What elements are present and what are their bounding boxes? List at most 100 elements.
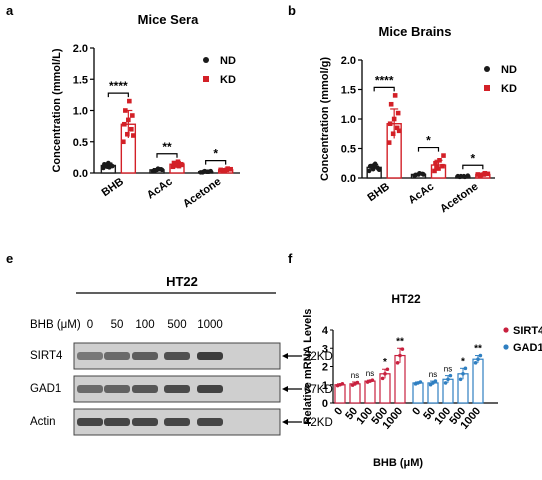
y-axis-label: Concentration (mmol/g) — [319, 57, 331, 181]
chart-title: HT22 — [391, 292, 421, 306]
significance-label: ns — [444, 365, 452, 374]
data-point-kd — [218, 167, 223, 173]
data-point — [385, 367, 390, 372]
y-tick-label: 2.0 — [341, 55, 356, 67]
data-point-kd — [222, 168, 227, 173]
data-point-kd — [437, 158, 442, 163]
size-arrowhead — [282, 353, 288, 359]
bar-sirt4-100 — [364, 380, 376, 404]
significance-label: ** — [474, 344, 482, 355]
bar-gad1-1000 — [472, 358, 484, 404]
x-tick-label: AcAc — [145, 176, 175, 202]
y-tick-label: 0.0 — [341, 173, 356, 185]
blot-band — [164, 418, 190, 426]
data-point-nd — [455, 173, 461, 179]
data-point-kd — [387, 121, 393, 127]
data-point — [355, 380, 360, 385]
legend-label: KD — [220, 74, 236, 86]
significance-label: **** — [375, 73, 394, 87]
data-point-nd — [421, 172, 426, 177]
significance-label: ns — [429, 370, 437, 379]
bar-sirt4-50 — [349, 383, 361, 404]
data-point-nd — [413, 172, 418, 178]
data-point-kd — [395, 110, 401, 116]
significance-label: * — [470, 151, 475, 165]
data-point-kd — [432, 168, 437, 174]
data-point-kd — [225, 166, 230, 171]
data-point-kd — [390, 131, 396, 137]
data-point-kd — [130, 113, 135, 118]
blot-band — [104, 418, 130, 426]
y-axis-label: Concentration (mmol/L) — [51, 48, 63, 172]
legend-label: GAD1 — [513, 342, 542, 354]
legend-marker-kd — [484, 85, 490, 91]
y-tick-label: 1 — [322, 380, 328, 392]
data-point — [478, 353, 483, 358]
data-point-kd — [179, 162, 185, 168]
data-point-nd — [156, 166, 162, 172]
blot-band — [77, 418, 103, 426]
y-tick-label: 1.0 — [73, 106, 88, 118]
dose-value: 500 — [167, 319, 186, 331]
significance-label: * — [426, 134, 431, 148]
data-point-nd — [376, 167, 382, 173]
chart-mice-sera: Mice Sera Concentration (mmol/L) 0.0 0.5 1.0… — [51, 12, 240, 210]
size-arrowhead — [282, 419, 288, 425]
data-point-kd — [392, 93, 398, 98]
data-point-kd — [122, 121, 127, 127]
blot-band — [164, 352, 190, 360]
panel-letter-e: e — [6, 251, 13, 266]
data-point-kd — [170, 164, 176, 170]
x-axis-label: BHB (μM) — [373, 457, 423, 469]
significance-bracket — [462, 164, 484, 170]
significance-label: * — [383, 357, 387, 368]
data-point-kd — [396, 128, 402, 134]
y-tick-label: 1.5 — [73, 74, 88, 86]
data-point-nd — [107, 165, 112, 170]
significance-label: ** — [396, 336, 404, 347]
data-point-nd — [372, 161, 378, 167]
x-tick-label: BHB — [100, 176, 126, 200]
x-tick-label: BHB — [365, 181, 391, 205]
legend-marker-kd — [203, 76, 209, 82]
y-tick-label: 0.5 — [73, 137, 88, 149]
panel-letter-b: b — [288, 3, 296, 18]
dose-value: 0 — [87, 319, 93, 331]
data-point-kd — [131, 133, 136, 138]
blot-band — [77, 352, 103, 360]
dose-value: 100 — [135, 319, 154, 331]
dose-label: BHB (μM) — [30, 319, 81, 331]
x-tick-label: Acetone — [438, 181, 480, 216]
data-point-kd — [228, 166, 233, 172]
data-point-kd — [129, 126, 134, 132]
data-point-kd — [475, 172, 481, 177]
y-tick-label: 2 — [322, 362, 328, 374]
data-point-kd — [127, 98, 132, 104]
significance-label: ns — [351, 371, 359, 380]
data-point-kd — [172, 161, 178, 166]
data-point — [476, 357, 480, 362]
data-point-kd — [440, 163, 445, 169]
significance-label: * — [461, 356, 465, 367]
blot-band — [197, 418, 223, 426]
data-point-kd — [126, 117, 131, 123]
significance-bracket — [107, 92, 129, 98]
blot-row-label: SIRT4 — [30, 350, 63, 362]
significance-label: ** — [162, 140, 172, 154]
legend-marker-gad1 — [503, 344, 509, 350]
data-point — [463, 366, 468, 371]
chart-title: Mice Sera — [138, 12, 199, 27]
data-point — [340, 382, 345, 386]
data-point — [418, 380, 423, 384]
blot-band — [77, 385, 103, 393]
data-point-kd — [434, 165, 439, 170]
panel-letter-f: f — [288, 251, 293, 266]
data-point-kd — [125, 131, 130, 137]
x-tick-label: Acetone — [181, 176, 223, 211]
data-point-kd — [485, 171, 491, 177]
y-tick-label: 0.5 — [341, 144, 356, 156]
data-point-nd — [202, 168, 207, 174]
data-point-kd — [433, 160, 438, 166]
